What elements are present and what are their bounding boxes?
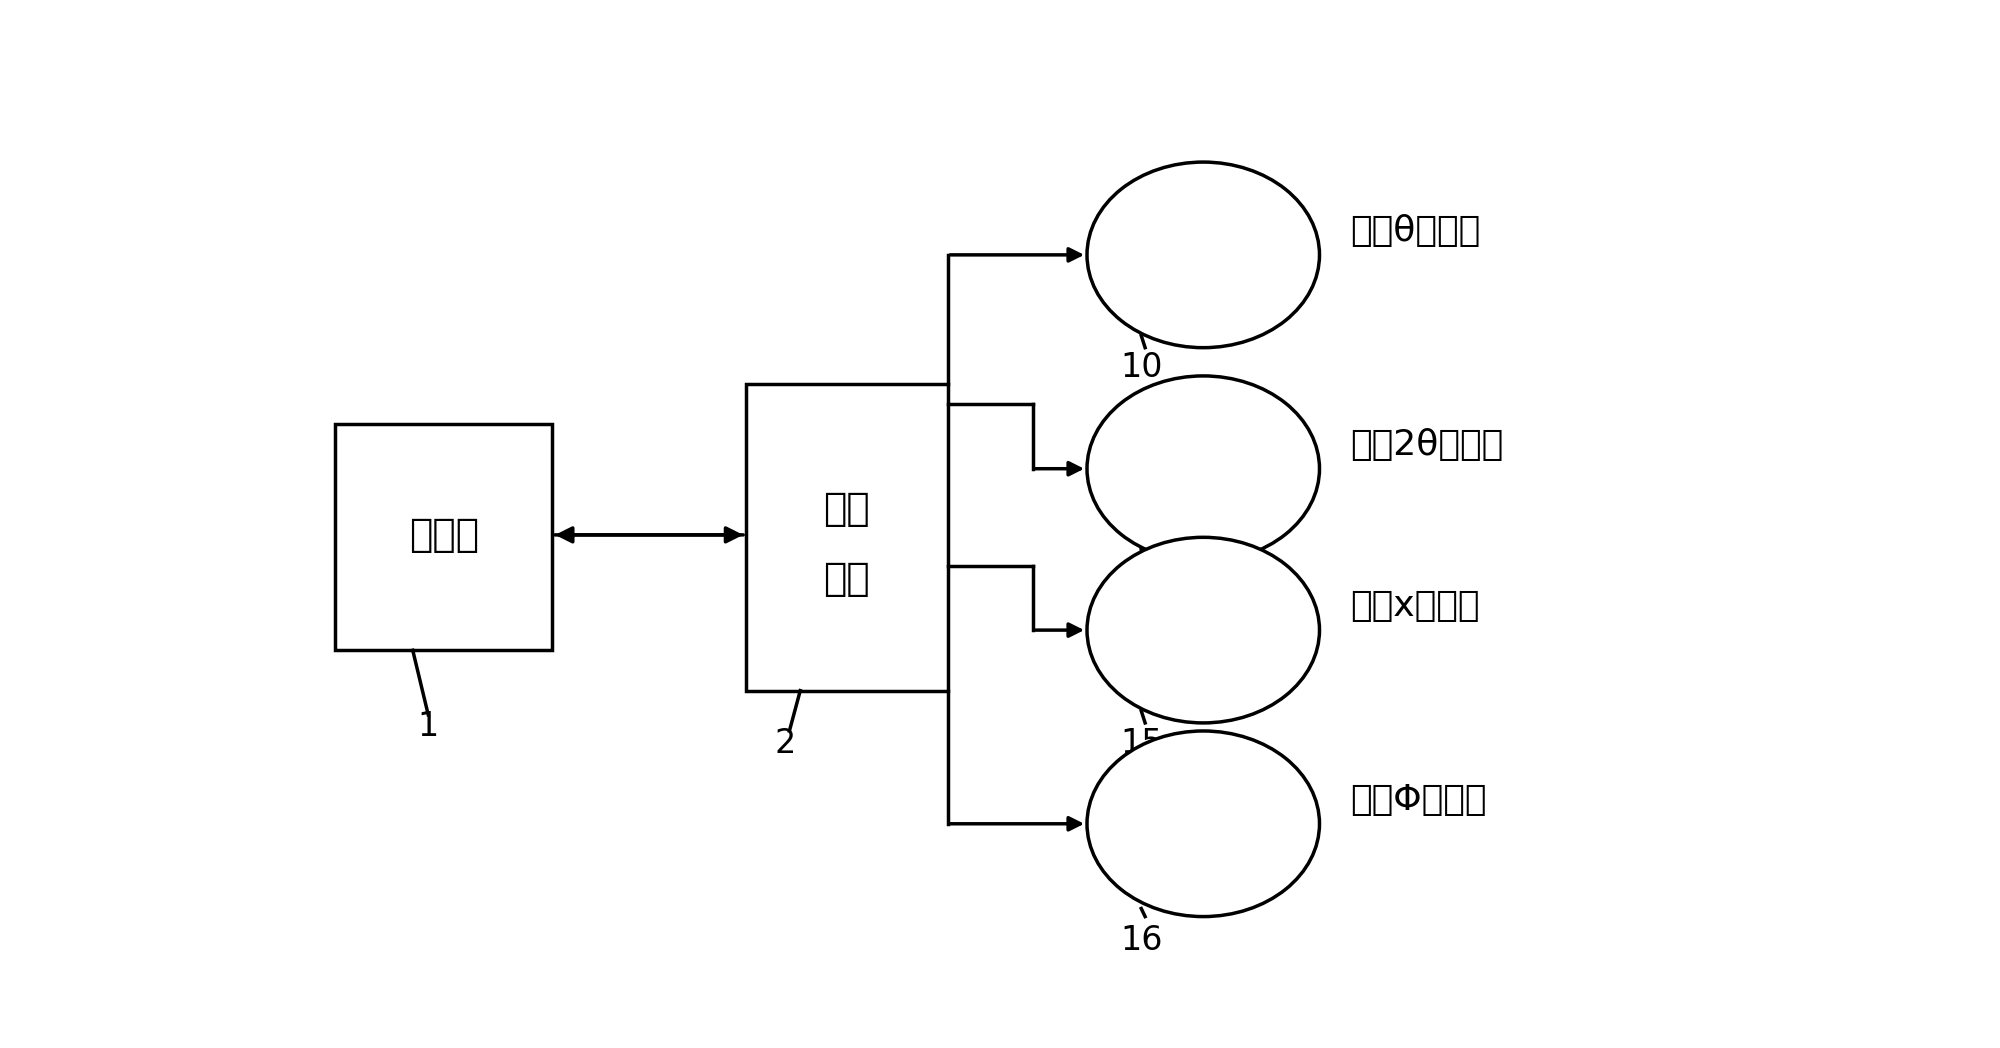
Ellipse shape — [1088, 162, 1320, 348]
Bar — [336, 424, 552, 650]
Ellipse shape — [1088, 732, 1320, 917]
Text: 驱动2θ轴转动: 驱动2θ轴转动 — [1350, 428, 1504, 461]
Ellipse shape — [1088, 376, 1320, 562]
Text: 10: 10 — [1120, 351, 1162, 385]
Text: 驱动x轴转动: 驱动x轴转动 — [1350, 589, 1480, 623]
Text: 11: 11 — [1120, 565, 1162, 598]
Text: 计算机: 计算机 — [408, 516, 478, 554]
Text: 驱动Φ轴转动: 驱动Φ轴转动 — [1350, 783, 1488, 816]
Ellipse shape — [1088, 538, 1320, 723]
Text: 16: 16 — [1120, 924, 1162, 957]
Text: 1: 1 — [418, 711, 438, 743]
Bar — [746, 384, 948, 691]
Text: 15: 15 — [1120, 726, 1162, 760]
Text: 驱动θ轴转动: 驱动θ轴转动 — [1350, 214, 1480, 247]
Text: 控制: 控制 — [824, 490, 870, 528]
Text: 电路: 电路 — [824, 561, 870, 598]
Text: 2: 2 — [774, 726, 796, 760]
